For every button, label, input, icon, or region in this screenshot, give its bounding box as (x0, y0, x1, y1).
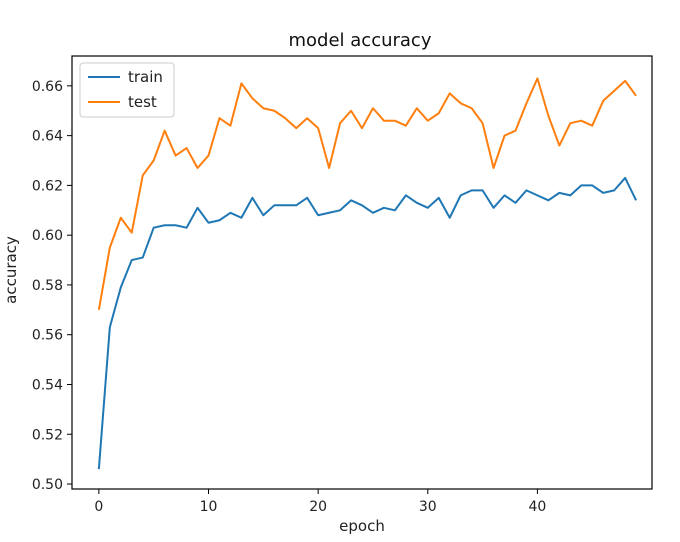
x-axis-label: epoch (339, 517, 385, 535)
y-axis-ticks: 0.50 0.52 0.54 0.56 0.58 0.60 0.62 0.64 0.66 (32, 79, 72, 493)
y-tick-label: 0.54 (32, 377, 63, 393)
series-line-train (97, 176, 637, 470)
y-tick-label: 0.50 (32, 477, 63, 493)
chart-title: model accuracy (289, 30, 432, 51)
x-tick-label: 30 (419, 499, 437, 515)
x-tick-label: 20 (309, 499, 327, 515)
x-axis-ticks: 0 10 20 30 40 (94, 489, 546, 515)
series-line-test (97, 77, 637, 311)
x-tick-label: 0 (94, 499, 103, 515)
legend-label-test: test (128, 93, 157, 111)
y-tick-label: 0.62 (32, 178, 63, 194)
y-tick-label: 0.60 (32, 228, 63, 244)
y-axis-label: accuracy (2, 236, 20, 304)
legend: train test (79, 62, 175, 118)
y-tick-label: 0.66 (32, 79, 63, 95)
plot-frame (71, 55, 653, 490)
x-tick-label: 40 (529, 499, 547, 515)
x-tick-label: 10 (200, 499, 218, 515)
y-tick-label: 0.56 (32, 328, 63, 344)
legend-label-train: train (128, 68, 163, 86)
series-layer (97, 77, 637, 470)
y-tick-label: 0.52 (32, 427, 63, 443)
y-tick-label: 0.58 (32, 278, 63, 294)
y-tick-label: 0.64 (32, 129, 63, 145)
